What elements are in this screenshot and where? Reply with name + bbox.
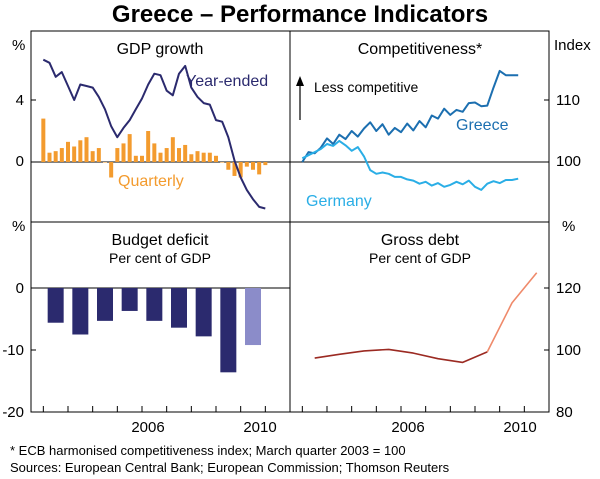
debt-line [314,348,488,364]
quarterly-bar [59,148,64,162]
year-ended-label: Year-ended [186,73,268,90]
germany-label: Germany [306,193,372,210]
debt-unit: % [562,218,575,235]
deficit-bar [97,288,113,321]
deficit-bar [220,288,237,373]
deficit-ytick: 0 [16,280,24,297]
footnote: * ECB harmonised competitiveness index; … [10,443,406,458]
deficit-bar [146,288,163,321]
less-competitive-arrowhead [296,76,304,86]
quarterly-bar [251,162,255,170]
quarterly-bar [115,148,120,162]
less-competitive-label: Less competitive [314,79,418,95]
quarterly-bar [127,134,132,162]
deficit-ytick: -20 [2,404,24,421]
quarterly-bar [121,143,126,162]
sources: Sources: European Central Bank; European… [10,460,450,475]
deficit-bar [245,288,261,346]
deficit-ytick: -10 [2,342,24,359]
quarterly-bar [47,152,52,162]
year-ended-line [42,58,266,210]
quarterly-bar [214,155,218,162]
quarterly-bar [66,141,70,162]
quarterly-bar [84,137,89,162]
deficit-title: Budget deficit [112,232,210,249]
greece-line [301,69,519,163]
quarterly-bar [146,131,151,162]
quarterly-bar [263,162,268,166]
deficit-bar [47,288,64,323]
quarterly-bar [53,151,58,162]
deficit-bar [72,288,89,335]
deficit-bar [171,288,187,328]
debt-subtitle: Per cent of GDP [369,250,471,266]
quarterly-bar [72,146,77,162]
debt-ytick: 120 [556,280,581,297]
deficit-bar [121,288,138,311]
quarterly-bar [133,155,138,162]
germany-line [301,139,519,191]
quarterly-bar [183,144,188,162]
gdp-title: GDP growth [117,41,204,58]
quarterly-label: Quarterly [118,173,184,190]
quarterly-bar [226,162,231,170]
deficit-subtitle: Per cent of GDP [109,250,211,266]
quarterly-bar [90,151,95,162]
quarterly-bar [164,148,169,162]
quarterly-bar [41,118,46,162]
gdp-ytick: 0 [16,153,24,170]
competitiveness-ytick: 110 [556,92,580,109]
deficit-xtick: 2010 [243,419,276,436]
quarterly-bar [195,151,200,162]
competitiveness-title: Competitiveness* [358,41,483,58]
quarterly-bar [238,162,243,178]
quarterly-bar [96,148,101,162]
figure-title: Greece – Performance Indicators [112,1,488,28]
debt-xtick: 2006 [391,419,424,436]
deficit-unit: % [12,218,25,235]
quarterly-bar [220,162,225,163]
quarterly-bar [103,162,107,163]
quarterly-bar [140,155,144,162]
debt-xtick: 2010 [503,419,536,436]
quarterly-bar [170,137,175,162]
gdp-ytick: 4 [16,92,24,109]
quarterly-bar [109,162,114,178]
quarterly-bar [257,162,262,175]
quarterly-bar [201,152,206,162]
quarterly-bar [177,148,181,162]
gdp-unit: % [12,37,25,54]
quarterly-bar [244,162,249,167]
debt-title: Gross debt [381,232,460,249]
quarterly-bar [207,152,212,162]
quarterly-bar [232,162,237,176]
debt-ytick: 100 [556,342,581,359]
deficit-xtick: 2006 [131,419,164,436]
competitiveness-unit: Index [554,37,591,54]
debt-forecast-line [486,272,538,353]
chart-marks [31,58,549,413]
competitiveness-ytick: 100 [556,153,581,170]
quarterly-bar [78,140,83,162]
quarterly-bar [158,152,163,162]
greece-label: Greece [456,117,509,134]
deficit-bar [195,288,212,337]
quarterly-bar [189,154,194,162]
quarterly-bar [152,143,157,162]
debt-ytick: 80 [556,404,573,421]
